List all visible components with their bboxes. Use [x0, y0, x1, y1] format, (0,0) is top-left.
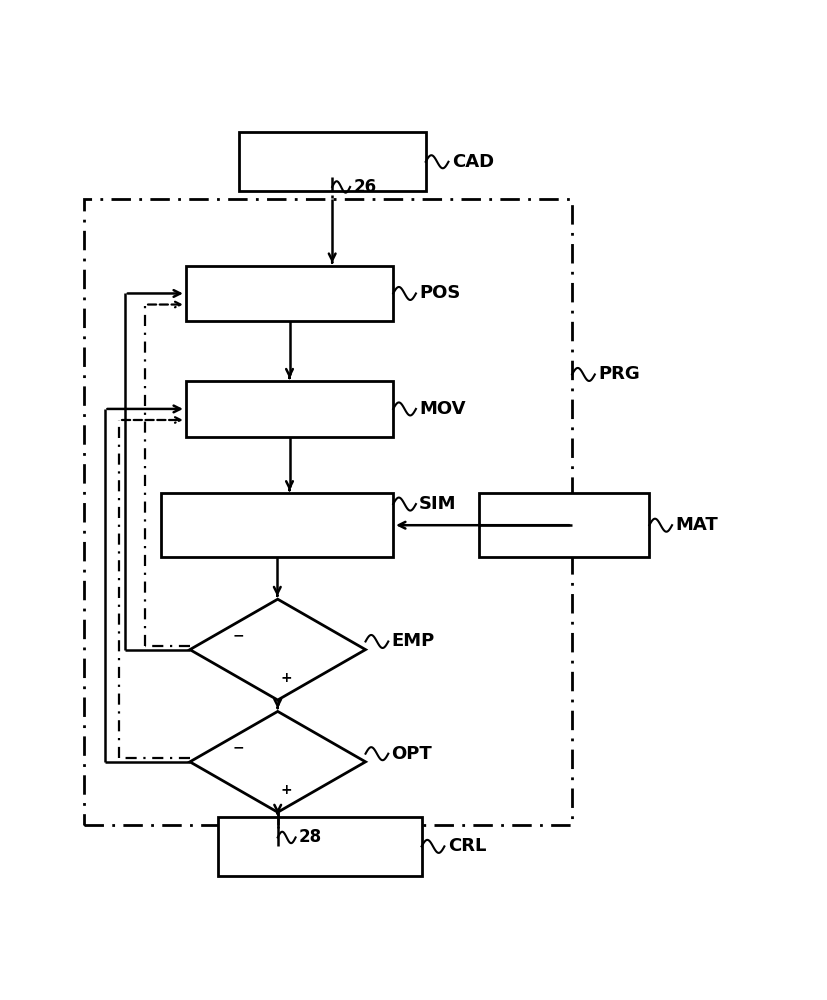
Text: MOV: MOV	[419, 400, 466, 418]
Text: −: −	[233, 628, 245, 642]
Text: EMP: EMP	[391, 632, 435, 650]
Polygon shape	[190, 599, 366, 700]
Text: MAT: MAT	[676, 516, 718, 534]
Polygon shape	[190, 711, 366, 812]
Text: 26: 26	[353, 178, 376, 196]
Text: SIM: SIM	[419, 495, 457, 513]
Text: PRG: PRG	[598, 365, 640, 383]
Text: OPT: OPT	[391, 745, 433, 763]
Bar	[186, 266, 393, 321]
Text: 28: 28	[299, 828, 322, 846]
Text: −: −	[233, 740, 245, 754]
Bar	[218, 817, 422, 876]
Bar	[186, 381, 393, 437]
Text: POS: POS	[419, 284, 461, 302]
Bar	[84, 199, 572, 825]
Text: CRL: CRL	[447, 837, 486, 855]
Bar	[479, 493, 649, 557]
Text: +: +	[280, 783, 292, 797]
Text: CAD: CAD	[452, 153, 494, 171]
Bar	[161, 493, 393, 557]
Bar	[239, 132, 426, 191]
Text: +: +	[280, 671, 292, 685]
